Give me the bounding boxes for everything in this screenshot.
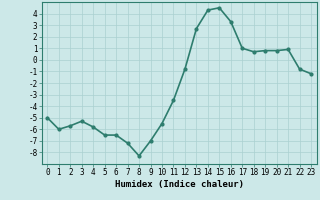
X-axis label: Humidex (Indice chaleur): Humidex (Indice chaleur): [115, 180, 244, 189]
